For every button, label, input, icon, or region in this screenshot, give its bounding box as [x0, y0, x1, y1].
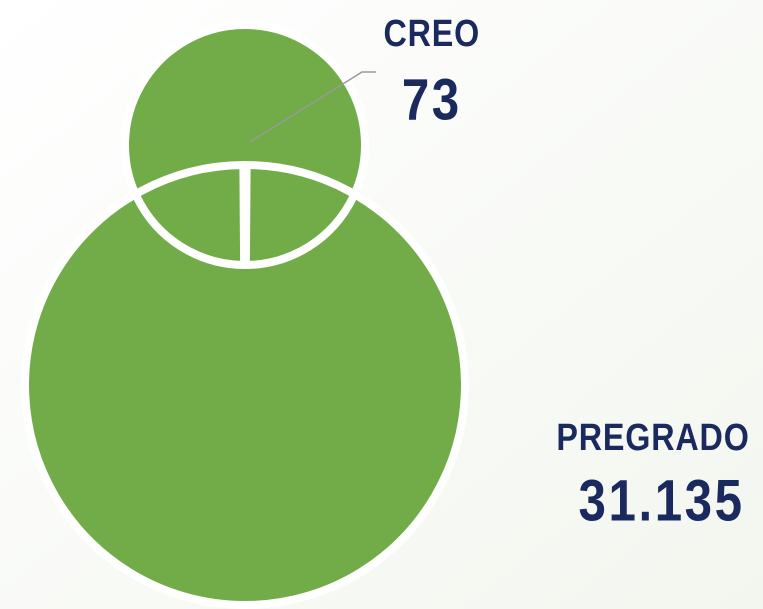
leader-line	[249, 71, 376, 143]
value-label: 73	[402, 68, 462, 133]
value-label: 31.135	[579, 469, 745, 534]
slice-label: CREO	[383, 13, 480, 55]
donut-slice	[21, 21, 469, 609]
slice-label: PREGRADO	[556, 417, 749, 459]
